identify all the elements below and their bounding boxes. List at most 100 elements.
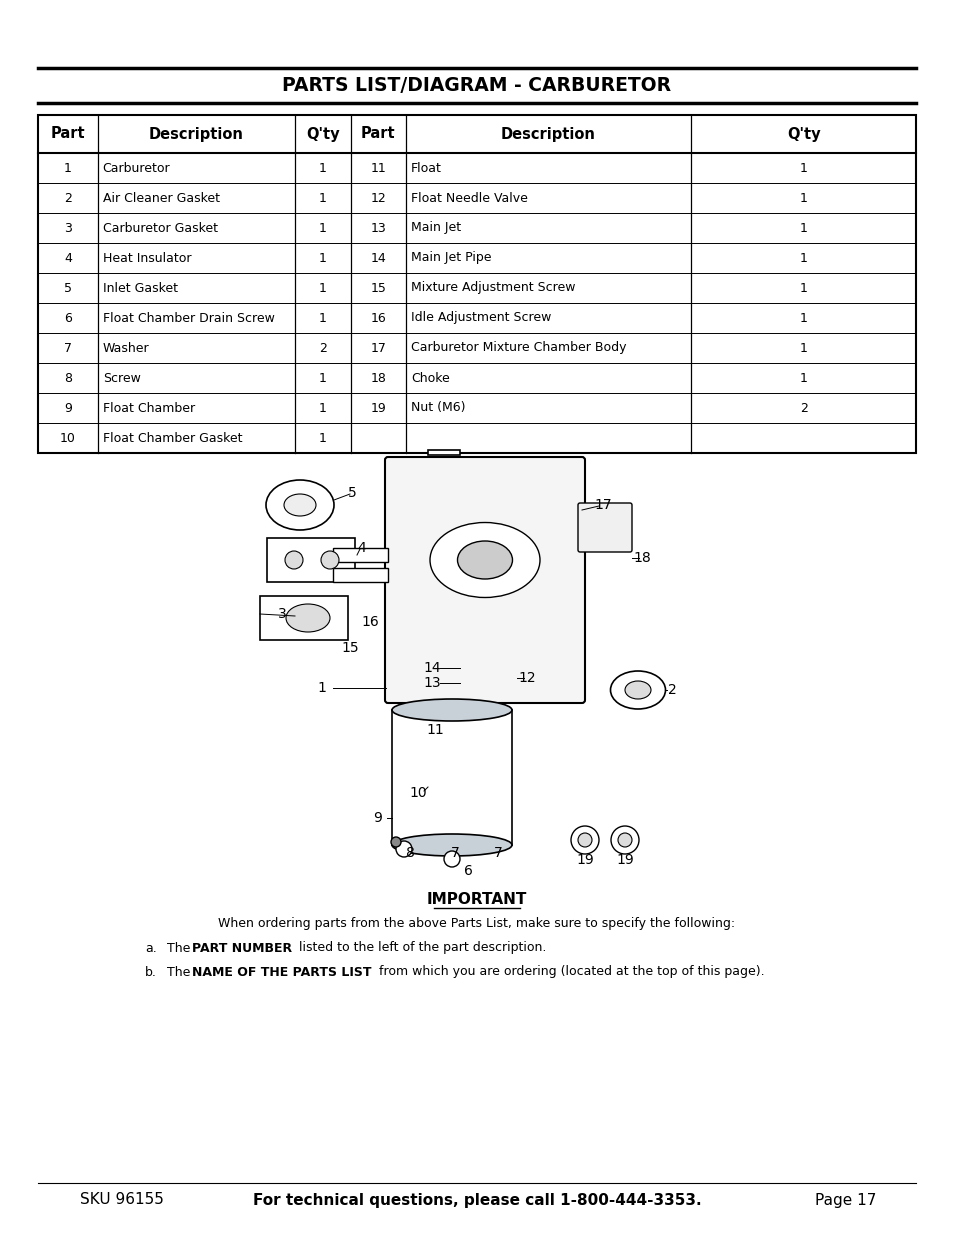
Text: Carburetor: Carburetor	[103, 162, 171, 174]
Text: PART NUMBER: PART NUMBER	[192, 941, 292, 955]
Text: IMPORTANT: IMPORTANT	[426, 893, 527, 908]
Text: 17: 17	[594, 498, 611, 513]
Ellipse shape	[286, 604, 330, 632]
Text: 12: 12	[370, 191, 386, 205]
Text: 1: 1	[799, 311, 806, 325]
Text: 1: 1	[318, 401, 327, 415]
Text: 7: 7	[493, 846, 502, 860]
Text: Choke: Choke	[411, 372, 449, 384]
Text: SKU 96155: SKU 96155	[80, 1193, 164, 1208]
Text: For technical questions, please call 1-800-444-3353.: For technical questions, please call 1-8…	[253, 1193, 700, 1208]
Ellipse shape	[457, 541, 512, 579]
Text: Float Chamber: Float Chamber	[103, 401, 194, 415]
Text: 1: 1	[318, 162, 327, 174]
Text: Part: Part	[51, 126, 85, 142]
Text: When ordering parts from the above Parts List, make sure to specify the followin: When ordering parts from the above Parts…	[218, 916, 735, 930]
Text: 1: 1	[318, 252, 327, 264]
Text: 6: 6	[463, 864, 472, 878]
Text: Description: Description	[149, 126, 244, 142]
Text: 1: 1	[317, 680, 326, 695]
Text: 5: 5	[347, 487, 356, 500]
Text: 2: 2	[667, 683, 676, 697]
Text: Screw: Screw	[103, 372, 140, 384]
Text: 19: 19	[576, 853, 594, 867]
Ellipse shape	[392, 699, 512, 721]
Text: b.: b.	[145, 966, 156, 978]
Ellipse shape	[284, 494, 315, 516]
Text: 7: 7	[64, 342, 71, 354]
Text: Washer: Washer	[103, 342, 150, 354]
Text: Air Cleaner Gasket: Air Cleaner Gasket	[103, 191, 219, 205]
Text: 11: 11	[426, 722, 443, 737]
Text: Main Jet Pipe: Main Jet Pipe	[411, 252, 491, 264]
Text: 1: 1	[318, 191, 327, 205]
Text: 14: 14	[370, 252, 386, 264]
Text: 1: 1	[799, 252, 806, 264]
Text: Inlet Gasket: Inlet Gasket	[103, 282, 177, 294]
Text: NAME OF THE PARTS LIST: NAME OF THE PARTS LIST	[192, 966, 371, 978]
Text: 13: 13	[423, 676, 440, 690]
Text: 8: 8	[405, 846, 414, 860]
Text: 9: 9	[64, 401, 71, 415]
Text: 1: 1	[64, 162, 71, 174]
Text: 19: 19	[616, 853, 633, 867]
Text: a.: a.	[145, 941, 156, 955]
Text: Part: Part	[360, 126, 395, 142]
Text: 2: 2	[318, 342, 327, 354]
Text: 1: 1	[318, 372, 327, 384]
Text: Main Jet: Main Jet	[411, 221, 460, 235]
Text: Q'ty: Q'ty	[306, 126, 339, 142]
Text: Nut (M6): Nut (M6)	[411, 401, 465, 415]
Text: 18: 18	[633, 551, 650, 564]
Text: 4: 4	[64, 252, 71, 264]
Circle shape	[391, 837, 400, 847]
Text: 1: 1	[799, 342, 806, 354]
Text: 1: 1	[799, 191, 806, 205]
Text: 1: 1	[318, 282, 327, 294]
Text: Description: Description	[500, 126, 596, 142]
Text: Q'ty: Q'ty	[786, 126, 820, 142]
Bar	[38, 115, 915, 453]
Text: from which you are ordering (located at the top of this page).: from which you are ordering (located at …	[375, 966, 763, 978]
Text: 1: 1	[799, 221, 806, 235]
Text: Heat Insulator: Heat Insulator	[103, 252, 191, 264]
Circle shape	[320, 551, 338, 569]
Circle shape	[395, 841, 412, 857]
Text: PARTS LIST/DIAGRAM - CARBURETOR: PARTS LIST/DIAGRAM - CARBURETOR	[282, 77, 671, 95]
FancyBboxPatch shape	[267, 538, 355, 582]
Ellipse shape	[430, 522, 539, 598]
Text: 9: 9	[374, 811, 382, 825]
Text: 1: 1	[318, 431, 327, 445]
FancyBboxPatch shape	[260, 597, 348, 640]
Ellipse shape	[624, 680, 650, 699]
Text: 17: 17	[370, 342, 386, 354]
Text: 5: 5	[64, 282, 71, 294]
Text: The: The	[167, 941, 194, 955]
Text: 18: 18	[370, 372, 386, 384]
Text: 15: 15	[341, 641, 358, 655]
Text: 13: 13	[370, 221, 386, 235]
Text: 16: 16	[361, 615, 378, 629]
Circle shape	[610, 826, 639, 853]
Circle shape	[285, 551, 303, 569]
Text: Mixture Adjustment Screw: Mixture Adjustment Screw	[411, 282, 575, 294]
Text: 15: 15	[370, 282, 386, 294]
Text: 3: 3	[64, 221, 71, 235]
Text: 2: 2	[64, 191, 71, 205]
Text: Page 17: Page 17	[814, 1193, 875, 1208]
Circle shape	[443, 851, 459, 867]
Bar	[333, 568, 388, 582]
Text: Float Chamber Drain Screw: Float Chamber Drain Screw	[103, 311, 274, 325]
Text: 10: 10	[409, 785, 426, 800]
Text: 19: 19	[370, 401, 386, 415]
Text: listed to the left of the part description.: listed to the left of the part descripti…	[294, 941, 546, 955]
Circle shape	[571, 826, 598, 853]
Text: 1: 1	[318, 311, 327, 325]
Text: 1: 1	[318, 221, 327, 235]
Text: Idle Adjustment Screw: Idle Adjustment Screw	[411, 311, 551, 325]
Bar	[428, 450, 459, 454]
Text: Carburetor Gasket: Carburetor Gasket	[103, 221, 217, 235]
Text: Carburetor Mixture Chamber Body: Carburetor Mixture Chamber Body	[411, 342, 626, 354]
Text: 4: 4	[357, 541, 366, 555]
Text: 8: 8	[64, 372, 71, 384]
